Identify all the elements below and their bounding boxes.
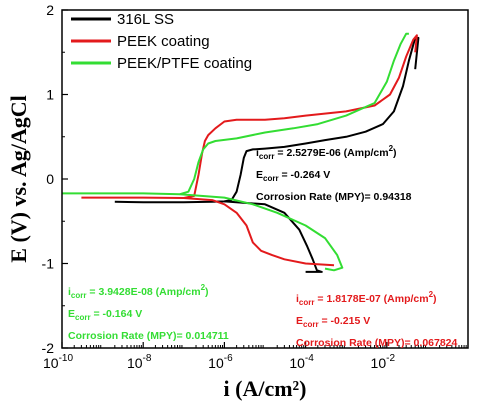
annotation-icorr-ptfe: icorr = 3.9428E-08 (Amp/cm2) [68, 283, 209, 300]
annotation-ss: icorr = 2.5279E-06 (Amp/cm2) Ecorr = -0.2… [256, 144, 412, 203]
series-line-1-anodic [81, 34, 418, 199]
annotation-rate-peek: Corrosion Rate (MPY)= 0.067824 [296, 337, 458, 349]
axis-titles: i (A/cm²) E (V) vs. Ag/AgCl [6, 95, 306, 401]
legend-label-2: PEEK/PTFE coating [117, 55, 252, 72]
annotation-rate-ptfe: Corrosion Rate (MPY)= 0.014711 [68, 330, 229, 342]
y-tick-label-4: -2 [42, 340, 55, 356]
series-line-2-cathodic [179, 193, 344, 272]
x-axis-title: i (A/cm²) [224, 376, 307, 401]
annotation-rate-ss: Corrosion Rate (MPY)= 0.94318 [256, 191, 412, 203]
annotation-ecorr-ss: Ecorr = -0.264 V [256, 169, 330, 183]
series-line-1-cathodic [183, 197, 335, 267]
x-tick-label-4: 10-2 [371, 353, 396, 371]
y-tick-label-3: -1 [42, 256, 55, 272]
series-line-0-anodic [114, 36, 420, 204]
x-tick-label-2: 10-6 [208, 353, 233, 371]
annotation-ptfe: icorr = 3.9428E-08 (Amp/cm2) Ecorr = -0.1… [68, 283, 229, 342]
x-tick-label-3: 10-4 [289, 353, 314, 371]
axes: 10-10 10-8 10-6 10-4 10-2 2 1 0 -1 -2 [42, 2, 469, 371]
y-axis-title: E (V) vs. Ag/AgCl [6, 95, 31, 262]
series-line-2-anodic [62, 32, 409, 196]
annotation-peek: icorr = 1.8178E-07 (Amp/cm2) Ecorr = -0.2… [296, 290, 458, 349]
annotation-icorr-peek: icorr = 1.8178E-07 (Amp/cm2) [296, 290, 437, 307]
legend-label-1: PEEK coating [117, 33, 210, 50]
plot-area [62, 32, 420, 273]
y-tick-label-0: 2 [46, 2, 54, 18]
annotation-icorr-ss: icorr = 2.5279E-06 (Amp/cm2) [256, 144, 397, 161]
y-tick-label-2: 0 [46, 171, 54, 187]
y-tick-label-1: 1 [46, 87, 54, 103]
legend: 316L SS PEEK coating PEEK/PTFE coating [71, 11, 252, 72]
series-line-0-cathodic [224, 200, 323, 273]
annotation-ecorr-peek: Ecorr = -0.215 V [296, 315, 370, 329]
x-tick-label-0: 10-10 [43, 353, 73, 371]
legend-label-0: 316L SS [117, 11, 174, 28]
annotations: icorr = 2.5279E-06 (Amp/cm2) Ecorr = -0.2… [68, 144, 458, 349]
x-tick-label-1: 10-8 [127, 353, 152, 371]
annotation-ecorr-ptfe: Ecorr = -0.164 V [68, 308, 142, 322]
